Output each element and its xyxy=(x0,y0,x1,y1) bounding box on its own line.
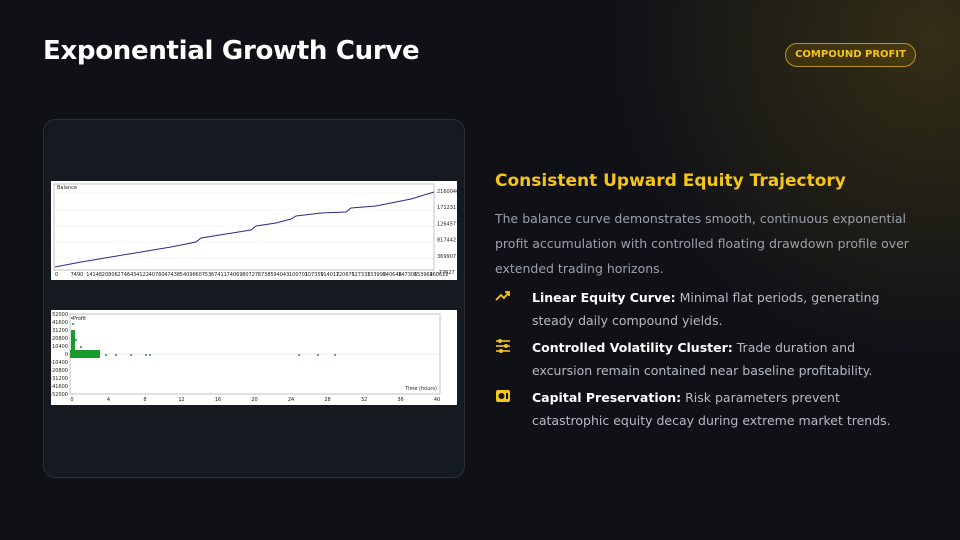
y-tick-label: 1264577 xyxy=(437,221,457,227)
y-tick-label: -77627 xyxy=(437,270,455,276)
x-tick-label: 4 xyxy=(107,397,110,403)
badge: COMPOUND PROFIT xyxy=(785,43,916,67)
x-tick-label: 114017 xyxy=(320,272,339,278)
x-tick-label: 133990 xyxy=(367,272,386,278)
y-tick-label: 2160046 xyxy=(437,189,457,195)
y-tick-label: 41600 xyxy=(52,320,68,326)
x-tick-label: 20 xyxy=(251,397,257,403)
x-tick-label: 32 xyxy=(361,397,367,403)
legend: Balance xyxy=(57,185,77,191)
x-tick-label: 80727 xyxy=(242,272,258,278)
x-tick-label: 16 xyxy=(215,397,221,403)
plot-frame xyxy=(53,183,435,271)
bullet-text: Linear Equity Curve: Minimal flat period… xyxy=(532,286,902,332)
x-tick-label: 24 xyxy=(288,397,294,403)
bullet-body: Risk parameters prevent catastrophic equ… xyxy=(532,390,891,428)
x-tick-label: 107359 xyxy=(305,272,324,278)
x-tick-label: 100701 xyxy=(289,272,308,278)
x-tick-label: 34122 xyxy=(133,272,149,278)
bullet-text: Capital Preservation: Risk parameters pr… xyxy=(532,386,902,432)
chart-bg xyxy=(51,310,457,405)
x-tick-label: 27464 xyxy=(117,272,133,278)
x-tick-label: 28 xyxy=(324,397,330,403)
x-tick-label: 74069 xyxy=(227,272,243,278)
y-tick-label: 31200 xyxy=(52,328,68,334)
chart-card xyxy=(43,119,465,478)
icon-sliders xyxy=(496,339,510,353)
x-tick-label: 20806 xyxy=(102,272,118,278)
y-tick-label: -41600 xyxy=(51,384,68,390)
bullet-label: Capital Preservation: xyxy=(532,390,682,405)
x-tick-label: 140648 xyxy=(383,272,402,278)
profit-points xyxy=(70,317,336,358)
x-tick-label: 127333 xyxy=(351,272,370,278)
y-tick-label: 20800 xyxy=(52,336,68,342)
y-tick-label: -20800 xyxy=(51,368,68,374)
bullet-label: Linear Equity Curve: xyxy=(532,290,676,305)
x-tick-label: 40 xyxy=(434,397,440,403)
bullet-body: Minimal flat periods, generating steady … xyxy=(532,290,880,328)
x-tick-label: 67411 xyxy=(211,272,227,278)
y-tick-label: 369907 xyxy=(437,254,456,260)
title: Exponential Growth Curve xyxy=(43,36,420,66)
x-tick-label: 8 xyxy=(143,397,146,403)
x-tick-label: 94043 xyxy=(273,272,289,278)
chart-bg xyxy=(51,181,457,280)
x-tick-label: 147306 xyxy=(398,272,417,278)
bullet-body: Trade duration and excursion remain cont… xyxy=(532,340,873,378)
x-tick-label: 47438 xyxy=(164,272,180,278)
y-tick-label: 817442 xyxy=(437,238,456,244)
x-tick-label: 60753 xyxy=(195,272,211,278)
x-tick-label: 120675 xyxy=(336,272,355,278)
x-tick-label: 36 xyxy=(397,397,403,403)
y-tick-label: 0 xyxy=(65,352,68,358)
grid xyxy=(54,192,434,259)
bullet-label: Controlled Volatility Cluster: xyxy=(532,340,733,355)
x-tick-label: 0 xyxy=(55,272,58,278)
x-tick-label: 87385 xyxy=(258,272,274,278)
y-tick-label: -31200 xyxy=(51,376,68,382)
x-tick-label: 160622 xyxy=(429,272,448,278)
bullet-text: Controlled Volatility Cluster: Trade dur… xyxy=(532,336,902,382)
x-axis-label: Time (hours) xyxy=(404,386,437,392)
icon-safe xyxy=(496,390,510,402)
heading: Consistent Upward Equity Trajectory xyxy=(495,171,846,191)
x-tick-label: 40780 xyxy=(149,272,165,278)
y-tick-label: -52000 xyxy=(51,392,68,398)
legend: Profit xyxy=(73,316,86,322)
icon-trend xyxy=(495,291,510,301)
paragraph: The balance curve demonstrates smooth, c… xyxy=(495,211,909,276)
y-tick-label: 10400 xyxy=(52,344,68,350)
x-tick-label: 7490 xyxy=(71,272,84,278)
profit-chart: Profit Time (hours) 52000416003120020800… xyxy=(51,310,457,405)
x-tick-label: 54096 xyxy=(180,272,196,278)
y-tick-label: -10400 xyxy=(51,360,68,366)
x-tick-label: 153964 xyxy=(414,272,433,278)
y-tick-label: 52000 xyxy=(52,312,68,318)
x-tick-label: 12 xyxy=(178,397,184,403)
balance-line xyxy=(54,191,435,268)
x-tick-label: 0 xyxy=(70,397,73,403)
x-tick-label: 14148 xyxy=(86,272,102,278)
